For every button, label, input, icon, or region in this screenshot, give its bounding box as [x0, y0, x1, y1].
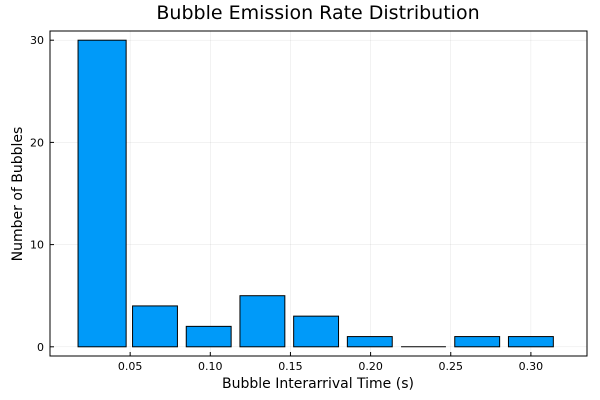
histogram-bar: [293, 315, 340, 348]
y-tick-label: 0: [37, 341, 44, 354]
x-tick-label: 0.10: [198, 360, 223, 373]
plot-frame: [49, 30, 588, 357]
histogram-bars: [77, 39, 554, 348]
x-axis-label: Bubble Interarrival Time (s): [222, 376, 414, 392]
y-tick-label: 30: [30, 34, 44, 47]
x-tick-label: 0.05: [118, 360, 143, 373]
y-tick-label: 20: [30, 136, 44, 149]
histogram-bar: [132, 305, 178, 348]
y-tick-label: 10: [30, 239, 44, 252]
histogram-bar: [77, 39, 127, 348]
histogram-bar: [239, 295, 286, 348]
x-tick-label: 0.20: [358, 360, 383, 373]
y-axis-label: Number of Bubbles: [10, 127, 26, 262]
grid-lines: [50, 31, 587, 356]
histogram-bar: [507, 336, 554, 348]
histogram-bar: [454, 336, 501, 348]
x-tick-label: 0.25: [438, 360, 463, 373]
x-tick-label: 0.30: [519, 360, 544, 373]
histogram-bar: [185, 325, 232, 348]
histogram-bar: [346, 336, 393, 348]
x-tick-label: 0.15: [278, 360, 303, 373]
chart-title: Bubble Emission Rate Distribution: [156, 2, 479, 24]
axis-ticks: 0.05 0.10 0.15 0.20 0.25 0.30 0 10 20 30: [30, 34, 543, 373]
